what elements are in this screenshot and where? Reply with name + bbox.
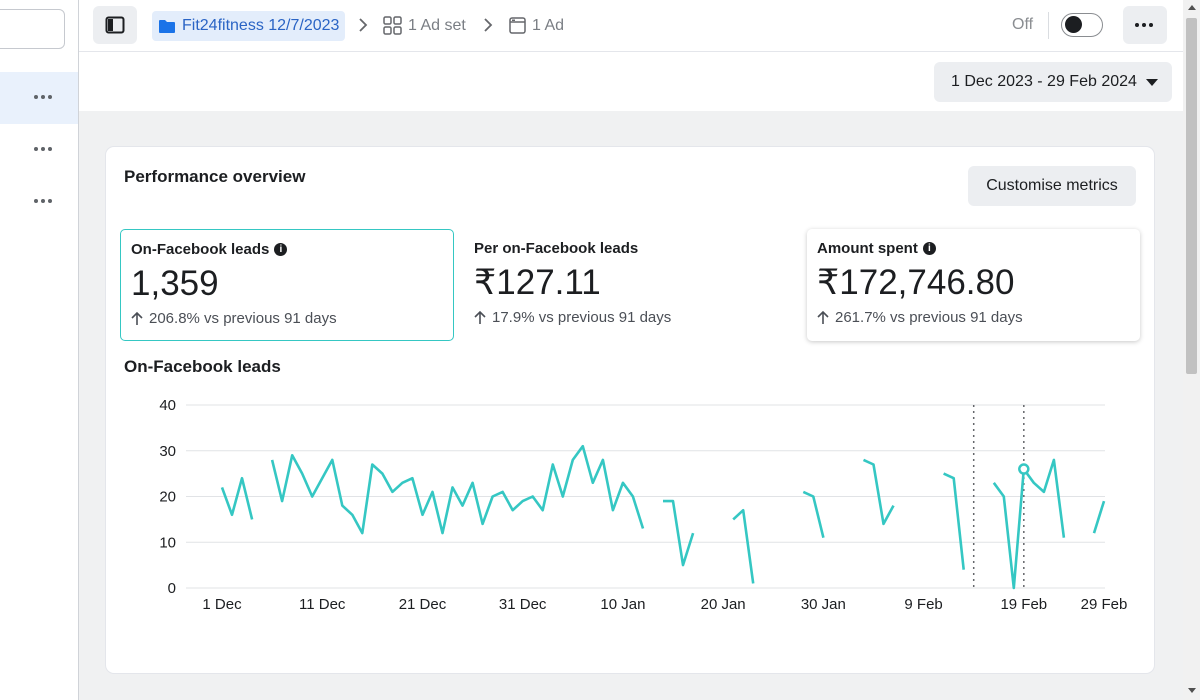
breadcrumb-ad[interactable]: 1 Ad — [509, 0, 564, 51]
breadcrumb-adset[interactable]: 1 Ad set — [383, 0, 466, 51]
date-range-bar: 1 Dec 2023 - 29 Feb 2024 — [79, 52, 1183, 111]
series-line — [992, 458, 1066, 590]
metric-label: Amount spent — [817, 240, 918, 257]
toggle-panel-button[interactable] — [93, 6, 137, 44]
card-title: Performance overview — [124, 167, 306, 186]
arrow-up-icon — [131, 311, 143, 325]
grid-icon — [383, 16, 402, 35]
left-sidebar — [0, 0, 79, 700]
x-tick-label: 10 Jan — [600, 596, 645, 613]
more-actions-button[interactable] — [1123, 6, 1167, 44]
metric-label: On-Facebook leads — [131, 241, 270, 258]
metric-value: ₹172,746.80 — [817, 263, 1015, 302]
chart-title: On-Facebook leads — [124, 357, 281, 376]
x-tick-label: 30 Jan — [801, 596, 846, 613]
panel-toggle-icon — [105, 16, 125, 34]
y-tick-label: 10 — [159, 534, 176, 551]
series-line — [1092, 500, 1106, 534]
x-tick-label: 21 Dec — [399, 596, 447, 613]
sidebar-row-campaign[interactable] — [0, 72, 78, 124]
sidebar-row-adset[interactable] — [0, 124, 78, 176]
chevron-right-icon — [359, 18, 368, 32]
series-line — [862, 458, 895, 526]
metric-value: ₹127.11 — [474, 263, 601, 302]
performance-overview-card: Performance overview Customise metrics O… — [106, 147, 1154, 673]
adset-label: 1 Ad set — [408, 16, 466, 34]
x-tick-label: 29 Feb — [1081, 596, 1128, 613]
info-icon[interactable]: i — [922, 242, 936, 255]
metric-label: Per on-Facebook leads — [474, 240, 639, 257]
x-tick-label: 11 Dec — [299, 596, 346, 613]
metric-change: 206.8% vs previous 91 days — [149, 310, 337, 327]
date-range-text: 1 Dec 2023 - 29 Feb 2024 — [951, 73, 1137, 90]
series-line — [943, 472, 965, 570]
sidebar-search-input[interactable] — [0, 9, 65, 49]
folder-icon — [159, 19, 175, 33]
metric-card-leads[interactable]: On-Facebook leads i 1,359 206.8% vs previ… — [120, 229, 454, 341]
x-tick-label: 20 Jan — [701, 596, 746, 613]
top-toolbar: Fit24fitness 12/7/2023 1 Ad set 1 Ad Off — [79, 0, 1183, 52]
arrow-up-icon — [817, 310, 829, 324]
series-line — [802, 490, 825, 539]
scrollbar-thumb[interactable] — [1186, 18, 1197, 374]
metric-change: 17.9% vs previous 91 days — [492, 309, 672, 326]
series-line — [663, 499, 695, 567]
more-options-icon[interactable] — [34, 94, 54, 100]
info-icon[interactable]: i — [274, 243, 288, 256]
metric-card-cost-per-lead[interactable]: Per on-Facebook leads ₹127.11 17.9% vs p… — [464, 229, 794, 341]
status-label: Off — [1012, 16, 1034, 33]
main-content: Performance overview Customise metrics O… — [79, 111, 1183, 700]
y-tick-label: 20 — [159, 489, 176, 506]
series-line — [220, 476, 254, 520]
x-tick-label: 31 Dec — [499, 596, 547, 613]
scroll-down-arrow-icon[interactable] — [1188, 688, 1196, 693]
caret-down-icon — [1146, 79, 1158, 86]
campaign-name: Fit24fitness 12/7/2023 — [182, 17, 340, 34]
date-range-picker[interactable]: 1 Dec 2023 - 29 Feb 2024 — [934, 62, 1172, 102]
metric-change: 261.7% vs previous 91 days — [835, 309, 1023, 326]
breadcrumb-campaign[interactable]: Fit24fitness 12/7/2023 — [152, 11, 346, 41]
chevron-right-icon — [484, 18, 493, 32]
metric-value: 1,359 — [131, 264, 219, 303]
arrow-up-icon — [474, 310, 486, 324]
x-tick-label: 1 Dec — [202, 596, 242, 613]
y-tick-label: 0 — [168, 580, 176, 597]
series-line — [270, 444, 645, 535]
more-options-icon[interactable] — [34, 146, 54, 152]
x-tick-label: 19 Feb — [1000, 596, 1047, 613]
customise-metrics-button[interactable]: Customise metrics — [968, 166, 1136, 206]
metric-card-amount-spent[interactable]: Amount spent i ₹172,746.80 261.7% vs prev… — [807, 229, 1140, 341]
y-tick-label: 30 — [159, 443, 176, 460]
status-toggle[interactable] — [1061, 13, 1103, 37]
x-tick-label: 9 Feb — [904, 596, 942, 613]
sidebar-row-ad[interactable] — [0, 176, 78, 228]
leads-line-chart[interactable]: 0 10 20 30 40 1 Dec 11 Dec 21 Dec 31 Dec 10 Jan 20… — [106, 147, 1154, 673]
ad-window-icon — [509, 17, 526, 34]
more-icon — [1135, 22, 1155, 28]
toggle-knob — [1065, 16, 1082, 33]
page-scrollbar[interactable] — [1183, 0, 1200, 700]
ad-label: 1 Ad — [532, 16, 565, 34]
y-tick-label: 40 — [159, 397, 176, 414]
more-options-icon[interactable] — [34, 198, 54, 204]
data-point-marker — [1018, 463, 1030, 475]
scroll-up-arrow-icon[interactable] — [1188, 5, 1196, 10]
divider — [1048, 12, 1049, 39]
series-line — [732, 508, 755, 584]
